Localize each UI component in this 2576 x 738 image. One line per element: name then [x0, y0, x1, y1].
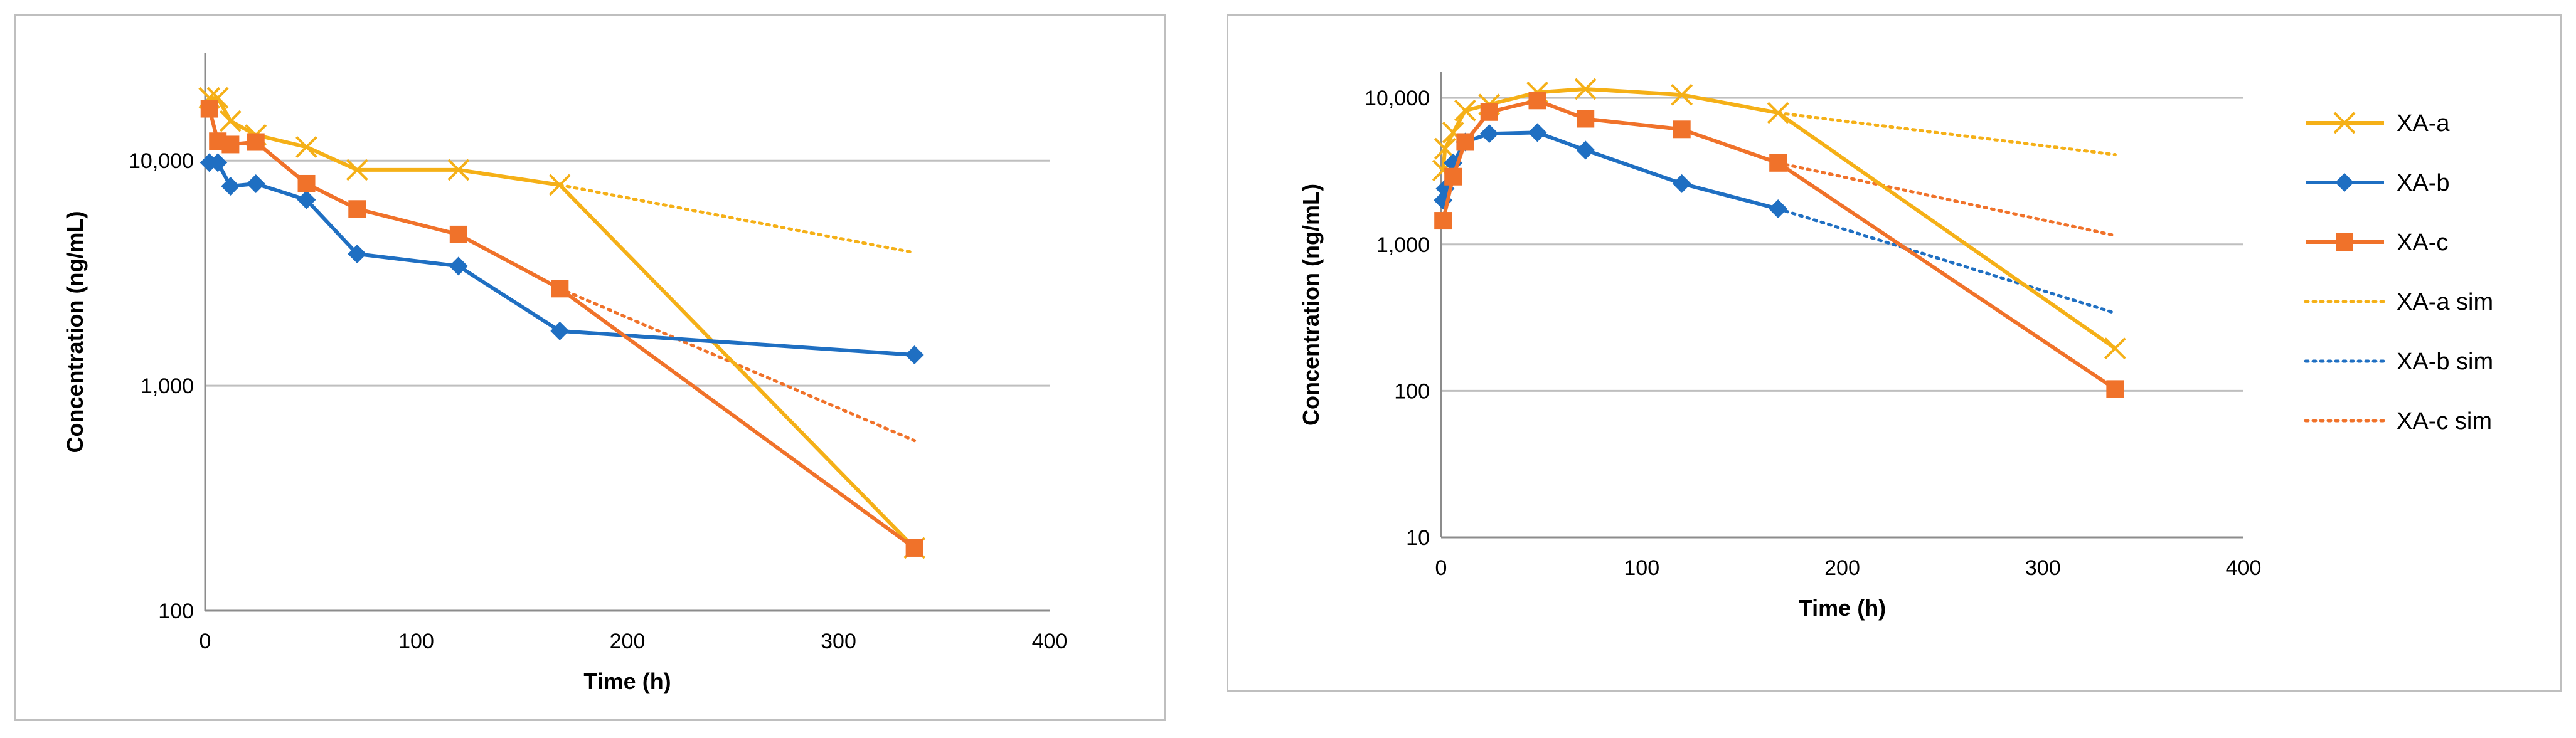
chart1-y-tick-label: 1,000 [141, 374, 194, 398]
chart1-line-xa-a [209, 96, 916, 550]
legend-label-xa-b-sim: XA-b sim [2397, 349, 2493, 375]
chart1-point-xa-c [221, 135, 240, 154]
chart2-y-tick-label: 10,000 [1365, 87, 1430, 110]
legend-item-xa-a-sim: XA-a sim [2304, 289, 2493, 315]
chart1-line-xa-a-sim [558, 183, 917, 255]
chart2-point-xa-b [1528, 123, 1547, 142]
chart-panel-right: 10 100 1,000 10,000 0 100 200 300 400 Time (h) Con… [1227, 14, 2562, 692]
chart2-point-xa-c [1456, 133, 1474, 151]
chart2-point-xa-c [1577, 110, 1595, 128]
chart2-x-tick-label: 200 [1824, 556, 1860, 580]
chart2-series-xa-a-sim [1776, 111, 2117, 157]
legend-label-xa-b: XA-b [2397, 170, 2449, 196]
chart2-y-tick-label: 100 [1394, 379, 1430, 403]
chart1-point-xa-a [548, 174, 571, 196]
chart2-point-xa-a [1454, 99, 1476, 122]
chart2-x-tick-label: 100 [1624, 556, 1659, 580]
chart1-x-axis-title: Time (h) [583, 668, 671, 694]
chart1-point-xa-a [219, 110, 242, 132]
chart1-y-axis-title: Concentration (ng/mL) [62, 211, 88, 453]
chart2-point-xa-c [1528, 92, 1546, 110]
legend-item-xa-c-sim: XA-c sim [2304, 408, 2492, 435]
chart1-x-tick-label: 200 [610, 630, 646, 653]
chart1-point-xa-c [449, 225, 467, 243]
legend-label-xa-a: XA-a [2397, 110, 2450, 137]
legend-item-xa-b: XA-b [2306, 170, 2449, 196]
chart2-y-tick-label: 1,000 [1376, 233, 1430, 257]
chart2-line-xa-a-sim [1776, 111, 2117, 157]
chart1-point-xa-b [905, 345, 924, 365]
chart2-line-xa-b-sim [1776, 207, 2117, 315]
chart1-x-tick-label: 100 [398, 630, 434, 653]
chart1-x-tick-label: 0 [200, 630, 211, 653]
legend-label-xa-a-sim: XA-a sim [2397, 289, 2493, 315]
chart2-series-xa-a [1432, 78, 2126, 360]
chart2-point-xa-a [1767, 102, 1789, 124]
chart1-point-xa-c [297, 174, 316, 192]
legend-label-xa-c-sim: XA-c sim [2397, 408, 2492, 435]
chart1-point-xa-c [200, 100, 218, 118]
chart1-y-tick-label: 10,000 [129, 149, 194, 173]
chart1-point-xa-c [247, 133, 265, 151]
chart2-line-xa-a [1441, 87, 2117, 351]
legend-marker-xa-b [2335, 173, 2354, 192]
chart2-point-xa-b [1672, 174, 1691, 193]
chart1-point-xa-c [551, 280, 569, 298]
legend-label-xa-c: XA-c [2397, 229, 2448, 256]
chart1-point-xa-b [449, 256, 468, 276]
chart1-point-xa-a [346, 159, 368, 181]
chart2-x-tick-label: 300 [2025, 556, 2061, 580]
chart2-x-axis-title: Time (h) [1799, 595, 1886, 621]
legend-item-xa-c: XA-c [2306, 229, 2448, 256]
chart-panel-left: 100 1,000 10,000 0 100 200 300 400 Time (h) Conce… [14, 14, 1166, 721]
chart1-point-xa-c [348, 200, 366, 218]
chart2-series-xa-b-sim [1776, 207, 2117, 315]
chart2-y-tick-label: 10 [1406, 526, 1430, 550]
chart2-point-xa-c [2106, 380, 2124, 398]
chart1-point-xa-c [905, 539, 923, 557]
chart1-x-tick-label: 300 [821, 630, 856, 653]
chart1-point-xa-a [447, 159, 470, 181]
chart1-series-xa-c [200, 100, 923, 557]
chart1-series-xa-a-sim [558, 183, 917, 255]
chart2-point-xa-a [1574, 78, 1597, 100]
chart2-point-xa-c [1769, 154, 1787, 172]
chart1-series-xa-b [200, 153, 924, 365]
chart2-x-tick-label: 0 [1435, 556, 1447, 580]
chart1-series-xa-a [198, 87, 926, 559]
chart-left: 100 1,000 10,000 0 100 200 300 400 Time (h) Conce… [62, 53, 1068, 694]
chart2-x-tick-label: 400 [2226, 556, 2262, 580]
chart2-point-xa-a [2104, 337, 2126, 360]
chart1-point-xa-b [246, 174, 265, 193]
chart1-point-xa-a [295, 136, 317, 158]
chart2-y-axis-title: Concentration (ng/mL) [1298, 184, 1324, 426]
chart2-point-xa-b [1769, 199, 1788, 218]
chart1-point-xa-b [550, 321, 570, 340]
legend-marker-xa-a [2333, 112, 2356, 134]
chart1-point-xa-b [208, 153, 228, 172]
chart2-point-xa-b [1576, 140, 1595, 160]
legend-item-xa-a: XA-a [2306, 110, 2450, 137]
chart2-line-xa-c-sim [1776, 161, 2117, 238]
chart2-series-xa-c [1434, 92, 2124, 398]
chart1-x-tick-label: 400 [1032, 630, 1068, 653]
chart1-point-xa-b [297, 190, 316, 209]
chart1-point-xa-b [221, 176, 240, 196]
chart2-point-xa-b [1479, 124, 1499, 144]
chart2-series-xa-b [1434, 123, 1788, 218]
chart2-point-xa-c [1480, 103, 1498, 121]
chart1-y-tick-label: 100 [158, 599, 194, 623]
chart2-point-xa-a [1671, 83, 1693, 106]
chart1-point-xa-b [348, 245, 367, 264]
chart2-point-xa-c [1444, 167, 1462, 186]
legend-marker-xa-c [2336, 233, 2353, 251]
chart2-point-xa-b [1444, 153, 1463, 172]
chart2-point-xa-b [1435, 179, 1455, 198]
chart-right: 10 100 1,000 10,000 0 100 200 300 400 Time (h) Con… [1298, 72, 2493, 621]
chart2-point-xa-c [1673, 120, 1691, 139]
chart2-legend: XA-a XA-b XA-c XA-a sim XA-b sim XA-c sim [2304, 110, 2493, 435]
chart2-point-xa-c [1434, 212, 1452, 230]
chart2-series-xa-c-sim [1776, 161, 2117, 238]
legend-item-xa-b-sim: XA-b sim [2304, 349, 2493, 375]
